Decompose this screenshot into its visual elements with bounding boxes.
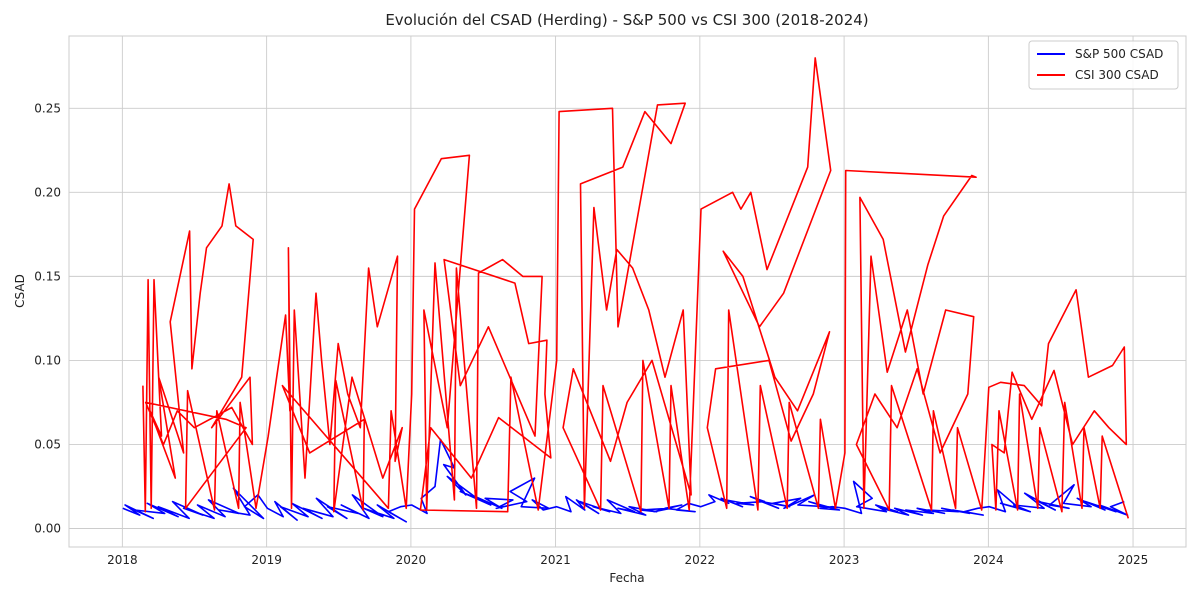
y-tick-label: 0.25 [34, 101, 61, 115]
tick-labels: 2018 2019 2020 2021 2022 2023 2024 2025 0.00 0.05… [34, 101, 1148, 567]
series-line-csi300 [142, 57, 1130, 519]
x-tick-label: 2025 [1118, 553, 1149, 567]
y-tick-label: 0.20 [34, 185, 61, 199]
series-layer [122, 57, 1130, 523]
x-tick-label: 2023 [829, 553, 860, 567]
grid-lines [69, 36, 1186, 547]
legend-box [1028, 40, 1179, 90]
series-line-sp500 [122, 438, 1129, 523]
axes-frame [68, 35, 1187, 548]
legend-label-csi300: CSI 300 CSAD [1075, 68, 1159, 82]
y-axis-label: CSAD [13, 274, 27, 308]
x-tick-label: 2020 [396, 553, 427, 567]
x-tick-label: 2022 [685, 553, 716, 567]
x-tick-label: 2019 [251, 553, 282, 567]
y-tick-label: 0.05 [34, 437, 61, 451]
chart-title: Evolución del CSAD (Herding) - S&P 500 v… [385, 11, 868, 29]
x-tick-label: 2021 [540, 553, 571, 567]
plot-area [69, 36, 1186, 547]
y-tick-label: 0.15 [34, 269, 61, 283]
y-tick-label: 0.10 [34, 353, 61, 367]
legend-label-sp500: S&P 500 CSAD [1075, 47, 1163, 61]
x-axis-label: Fecha [609, 571, 644, 585]
x-tick-label: 2018 [107, 553, 138, 567]
x-tick-label: 2024 [973, 553, 1004, 567]
y-tick-label: 0.00 [34, 522, 61, 536]
legend: S&P 500 CSAD CSI 300 CSAD [1028, 40, 1179, 90]
